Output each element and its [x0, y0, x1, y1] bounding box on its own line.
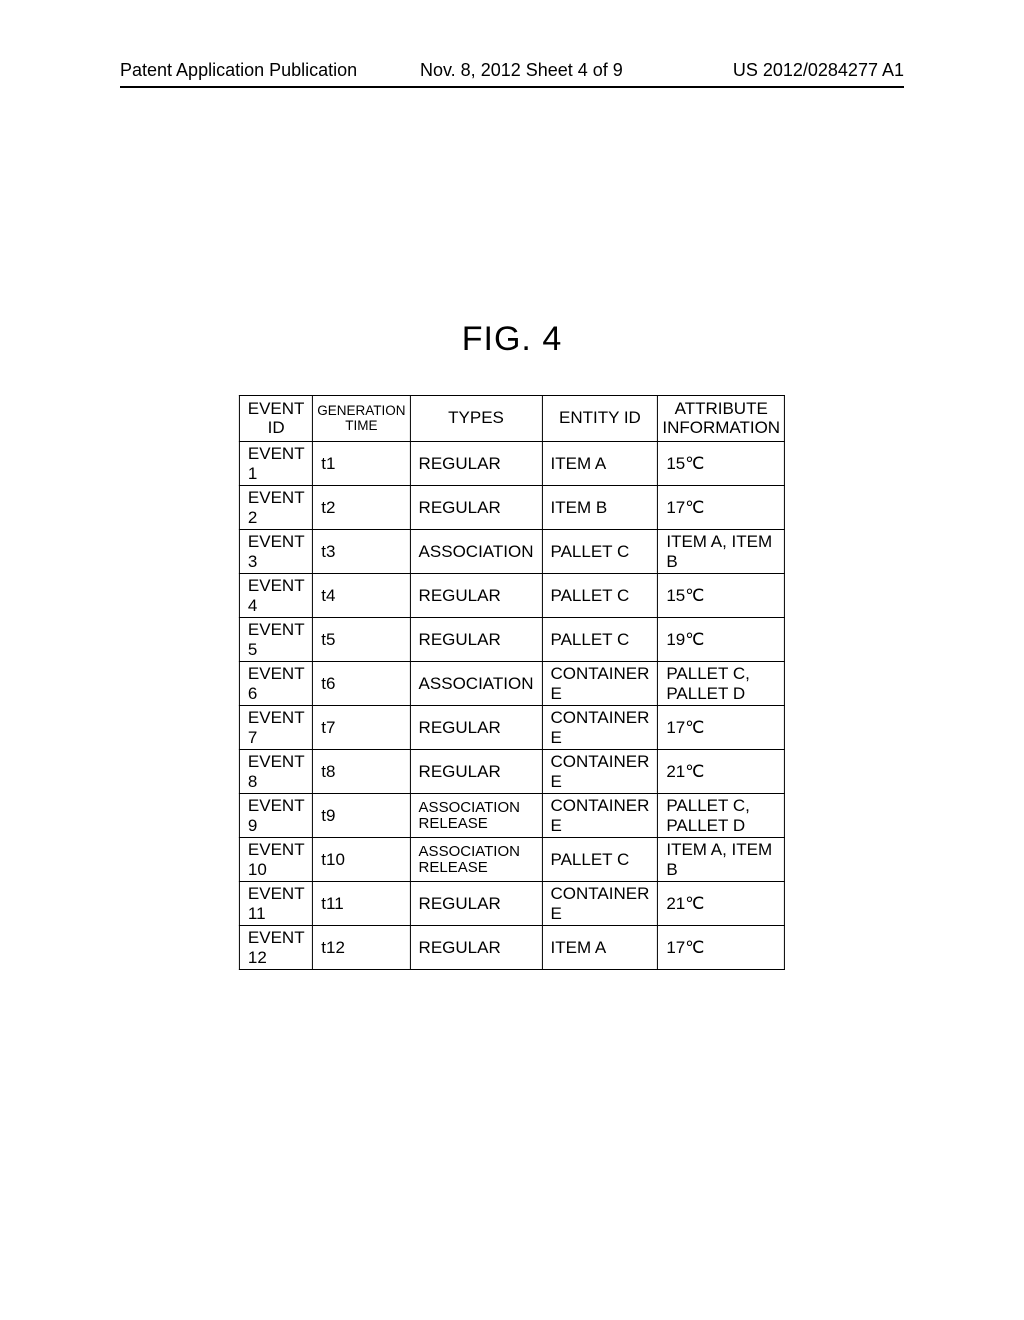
col-header-types: TYPES [410, 396, 542, 442]
cell-types: REGULAR [410, 618, 542, 662]
cell-entity-id: CONTAINER E [542, 750, 658, 794]
cell-types: ASSOCIATIONRELEASE [410, 838, 542, 882]
col-header-attribute-info: ATTRIBUTEINFORMATION [658, 396, 785, 442]
cell-generation-time: t11 [313, 882, 410, 926]
cell-attribute-info: 21℃ [658, 750, 785, 794]
cell-generation-time: t12 [313, 926, 410, 970]
event-table: EVENT ID GENERATIONTIME TYPES ENTITY ID … [239, 395, 785, 970]
col-header-event-id: EVENT ID [239, 396, 312, 442]
table-row: EVENT 10 t10 ASSOCIATIONRELEASE PALLET C… [239, 838, 784, 882]
header-mid-text: Nov. 8, 2012 Sheet 4 of 9 [420, 60, 623, 81]
cell-event-id: EVENT 5 [239, 618, 312, 662]
cell-attribute-info: ITEM A, ITEM B [658, 530, 785, 574]
cell-attribute-info: PALLET C, PALLET D [658, 794, 785, 838]
cell-event-id: EVENT 9 [239, 794, 312, 838]
cell-attribute-info: ITEM A, ITEM B [658, 838, 785, 882]
cell-generation-time: t3 [313, 530, 410, 574]
cell-event-id: EVENT 2 [239, 486, 312, 530]
cell-types: REGULAR [410, 442, 542, 486]
cell-event-id: EVENT 10 [239, 838, 312, 882]
col-header-entity-id: ENTITY ID [542, 396, 658, 442]
cell-entity-id: PALLET C [542, 838, 658, 882]
cell-generation-time: t6 [313, 662, 410, 706]
cell-types: ASSOCIATION [410, 662, 542, 706]
cell-attribute-info: 17℃ [658, 706, 785, 750]
cell-generation-time: t4 [313, 574, 410, 618]
cell-event-id: EVENT 4 [239, 574, 312, 618]
cell-event-id: EVENT 7 [239, 706, 312, 750]
table-body: EVENT 1 t1 REGULAR ITEM A 15℃ EVENT 2 t2… [239, 442, 784, 970]
cell-event-id: EVENT 12 [239, 926, 312, 970]
cell-types: REGULAR [410, 926, 542, 970]
cell-entity-id: CONTAINER E [542, 706, 658, 750]
cell-event-id: EVENT 8 [239, 750, 312, 794]
table-row: EVENT 8 t8 REGULAR CONTAINER E 21℃ [239, 750, 784, 794]
cell-entity-id: ITEM A [542, 926, 658, 970]
cell-attribute-info: 17℃ [658, 486, 785, 530]
cell-entity-id: CONTAINER E [542, 794, 658, 838]
cell-types: REGULAR [410, 882, 542, 926]
cell-generation-time: t9 [313, 794, 410, 838]
page: Patent Application Publication Nov. 8, 2… [0, 0, 1024, 1320]
table-row: EVENT 2 t2 REGULAR ITEM B 17℃ [239, 486, 784, 530]
cell-attribute-info: 17℃ [658, 926, 785, 970]
cell-types: REGULAR [410, 486, 542, 530]
cell-attribute-info: PALLET C, PALLET D [658, 662, 785, 706]
cell-types: REGULAR [410, 750, 542, 794]
cell-types: REGULAR [410, 706, 542, 750]
cell-entity-id: PALLET C [542, 618, 658, 662]
cell-entity-id: ITEM B [542, 486, 658, 530]
header-rule [120, 86, 904, 88]
table-row: EVENT 6 t6 ASSOCIATION CONTAINER E PALLE… [239, 662, 784, 706]
table-row: EVENT 3 t3 ASSOCIATION PALLET C ITEM A, … [239, 530, 784, 574]
cell-event-id: EVENT 6 [239, 662, 312, 706]
cell-generation-time: t10 [313, 838, 410, 882]
cell-generation-time: t8 [313, 750, 410, 794]
cell-attribute-info: 19℃ [658, 618, 785, 662]
table-row: EVENT 12 t12 REGULAR ITEM A 17℃ [239, 926, 784, 970]
cell-generation-time: t2 [313, 486, 410, 530]
cell-types: REGULAR [410, 574, 542, 618]
cell-entity-id: ITEM A [542, 442, 658, 486]
cell-types: ASSOCIATIONRELEASE [410, 794, 542, 838]
cell-event-id: EVENT 11 [239, 882, 312, 926]
table-row: EVENT 11 t11 REGULAR CONTAINER E 21℃ [239, 882, 784, 926]
header-left-text: Patent Application Publication [120, 60, 357, 81]
cell-entity-id: PALLET C [542, 530, 658, 574]
table-row: EVENT 4 t4 REGULAR PALLET C 15℃ [239, 574, 784, 618]
cell-generation-time: t1 [313, 442, 410, 486]
cell-event-id: EVENT 3 [239, 530, 312, 574]
cell-attribute-info: 15℃ [658, 574, 785, 618]
cell-attribute-info: 15℃ [658, 442, 785, 486]
table-row: EVENT 9 t9 ASSOCIATIONRELEASE CONTAINER … [239, 794, 784, 838]
header-right-text: US 2012/0284277 A1 [733, 60, 904, 81]
table-row: EVENT 7 t7 REGULAR CONTAINER E 17℃ [239, 706, 784, 750]
cell-generation-time: t7 [313, 706, 410, 750]
table-header-row: EVENT ID GENERATIONTIME TYPES ENTITY ID … [239, 396, 784, 442]
cell-generation-time: t5 [313, 618, 410, 662]
cell-types: ASSOCIATION [410, 530, 542, 574]
cell-attribute-info: 21℃ [658, 882, 785, 926]
figure-title: FIG. 4 [0, 320, 1024, 359]
table-row: EVENT 5 t5 REGULAR PALLET C 19℃ [239, 618, 784, 662]
cell-entity-id: CONTAINER E [542, 882, 658, 926]
cell-entity-id: CONTAINER E [542, 662, 658, 706]
col-header-generation-time: GENERATIONTIME [313, 396, 410, 442]
cell-event-id: EVENT 1 [239, 442, 312, 486]
table-row: EVENT 1 t1 REGULAR ITEM A 15℃ [239, 442, 784, 486]
cell-entity-id: PALLET C [542, 574, 658, 618]
event-table-wrap: EVENT ID GENERATIONTIME TYPES ENTITY ID … [239, 395, 785, 970]
